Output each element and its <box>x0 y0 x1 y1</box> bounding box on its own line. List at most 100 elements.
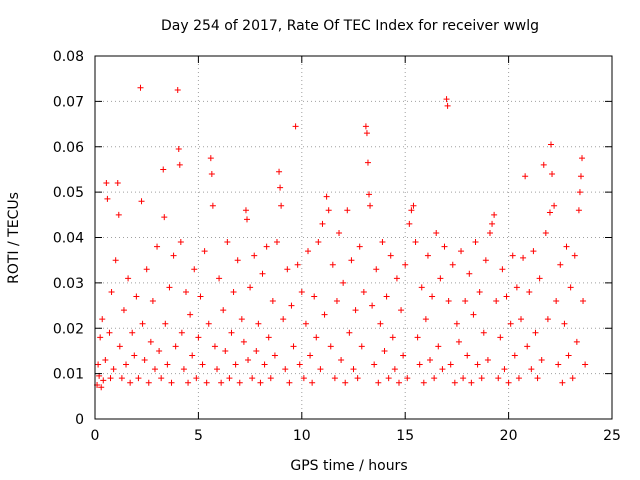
data-point <box>431 375 438 382</box>
data-point <box>358 343 365 350</box>
data-point <box>282 366 289 373</box>
data-point <box>350 366 357 373</box>
data-point <box>154 243 161 250</box>
data-point <box>230 288 237 295</box>
data-point <box>226 375 233 382</box>
data-point <box>333 298 340 305</box>
data-point <box>137 84 144 91</box>
data-point <box>191 266 198 273</box>
data-point <box>321 311 328 318</box>
data-point <box>205 320 212 327</box>
data-point <box>242 207 249 214</box>
data-point <box>112 257 119 264</box>
data-point <box>133 293 140 300</box>
data-point <box>145 379 152 386</box>
data-point <box>151 366 158 373</box>
data-point <box>505 379 512 386</box>
data-point <box>546 209 553 216</box>
data-point <box>323 193 330 200</box>
data-point <box>366 191 373 198</box>
data-point <box>203 379 210 386</box>
data-point <box>569 375 576 382</box>
data-point <box>449 261 456 268</box>
data-point <box>158 375 165 382</box>
data-point <box>460 375 467 382</box>
data-point <box>280 316 287 323</box>
data-point <box>559 379 566 386</box>
data-point <box>103 180 110 187</box>
data-point <box>495 375 502 382</box>
data-point <box>160 166 167 173</box>
data-point <box>208 170 215 177</box>
y-tick-label: 0.02 <box>53 321 84 337</box>
x-tick-label: 15 <box>396 428 414 444</box>
data-point <box>542 229 549 236</box>
data-point <box>464 352 471 359</box>
data-point <box>577 173 584 180</box>
y-tick-label: 0.04 <box>53 231 84 247</box>
data-point <box>164 361 171 368</box>
data-point <box>98 384 105 391</box>
data-point <box>201 248 208 255</box>
data-point <box>147 338 154 345</box>
data-point <box>379 239 386 246</box>
data-point <box>444 102 451 109</box>
data-point <box>309 379 316 386</box>
data-point <box>251 252 258 259</box>
data-point <box>296 361 303 368</box>
data-point <box>501 366 508 373</box>
data-point <box>143 266 150 273</box>
data-point <box>224 239 231 246</box>
data-point <box>232 361 239 368</box>
data-point <box>125 275 132 282</box>
data-point <box>168 379 175 386</box>
data-point <box>166 284 173 291</box>
data-point <box>315 239 322 246</box>
y-tick-label: 0.05 <box>53 185 84 201</box>
data-point <box>273 239 280 246</box>
data-point <box>162 320 169 327</box>
data-point <box>300 375 307 382</box>
data-point <box>176 161 183 168</box>
data-point <box>391 366 398 373</box>
data-point <box>257 379 264 386</box>
data-point <box>118 375 125 382</box>
data-point <box>437 275 444 282</box>
data-point <box>455 338 462 345</box>
data-point <box>319 220 326 227</box>
data-point <box>443 96 450 103</box>
data-point <box>480 329 487 336</box>
data-point <box>209 202 216 209</box>
data-point <box>381 347 388 354</box>
data-point <box>518 316 525 323</box>
plot-frame <box>94 55 613 420</box>
data-point <box>400 352 407 359</box>
data-point <box>236 379 243 386</box>
data-point <box>123 361 130 368</box>
data-point <box>99 316 106 323</box>
data-point <box>375 379 382 386</box>
data-point <box>553 298 560 305</box>
data-point <box>367 202 374 209</box>
data-point <box>220 307 227 314</box>
data-point <box>102 357 109 364</box>
data-point <box>404 375 411 382</box>
data-point <box>249 375 256 382</box>
x-tick-label: 5 <box>194 428 203 444</box>
data-point <box>491 211 498 218</box>
data-point <box>141 357 148 364</box>
data-point <box>307 352 314 359</box>
x-tick-label: 10 <box>293 428 311 444</box>
data-point <box>406 220 413 227</box>
data-point <box>486 229 493 236</box>
data-point <box>313 334 320 341</box>
data-point <box>139 320 146 327</box>
data-point <box>579 155 586 162</box>
data-point <box>576 189 583 196</box>
data-point <box>174 87 181 94</box>
data-point <box>472 239 479 246</box>
data-point <box>393 275 400 282</box>
data-point <box>135 375 142 382</box>
data-point <box>276 168 283 175</box>
